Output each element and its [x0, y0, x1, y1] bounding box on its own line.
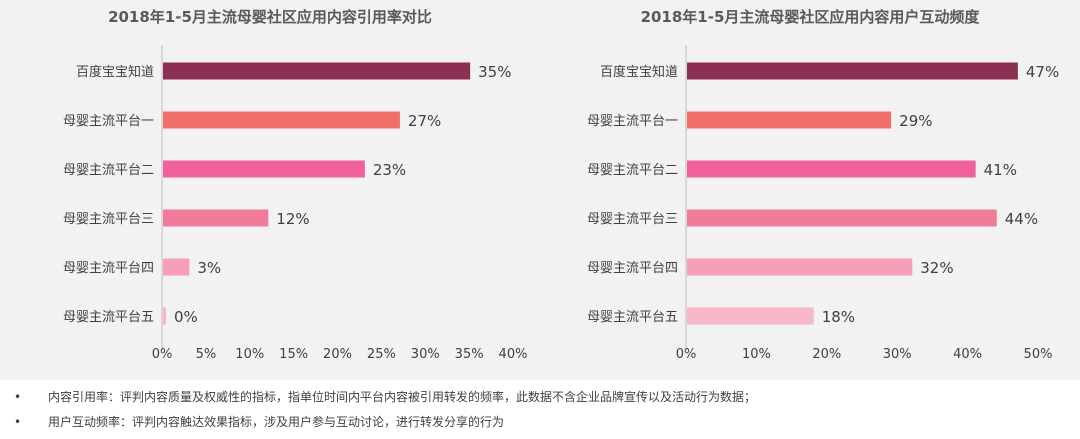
bar [163, 209, 269, 227]
footnote-item: • 内容引用率：评判内容质量及权威性的指标，指单位时间内平台内容被引用转发的频率，… [14, 388, 756, 405]
x-tick-label: 10% [235, 347, 264, 362]
data-label: 35% [478, 63, 511, 81]
data-label: 23% [373, 161, 406, 179]
chart-title: 2018年1-5月主流母婴社区应用内容用户互动频度 [640, 8, 980, 26]
category-label: 母婴主流平台一 [63, 114, 154, 129]
x-tick-label: 5% [196, 347, 217, 362]
footnote-item: • 用户互动频率：评判内容触达效果指标，涉及用户参与互动讨论，进行转发分享的行为 [14, 413, 504, 430]
data-label: 12% [276, 210, 309, 228]
category-label: 母婴主流平台三 [63, 212, 154, 227]
x-tick-label: 40% [499, 347, 528, 362]
category-label: 母婴主流平台三 [587, 212, 678, 227]
data-label: 29% [899, 112, 932, 130]
category-label: 百度宝宝知道 [76, 64, 154, 80]
category-label: 母婴主流平台二 [587, 163, 678, 178]
x-tick-label: 35% [455, 347, 484, 362]
x-tick-label: 10% [742, 347, 771, 362]
bar [687, 160, 976, 178]
chart-panel-interaction-frequency: 2018年1-5月主流母婴社区应用内容用户互动频度 百度宝宝知道 47% 母婴主流平… [540, 0, 1080, 380]
x-tick-label: 15% [279, 347, 308, 362]
bullet: • [14, 390, 22, 404]
bar [163, 258, 190, 276]
bullet: • [14, 415, 22, 429]
bar [687, 62, 1018, 80]
bar [687, 258, 913, 276]
x-tick-label: 50% [1024, 347, 1053, 362]
bar [163, 160, 365, 178]
chart-panel-citation-rate: 2018年1-5月主流母婴社区应用内容引用率对比 百度宝宝知道 35% 母婴主流平台… [0, 0, 540, 380]
category-label: 百度宝宝知道 [600, 64, 678, 80]
bar [687, 209, 997, 227]
bar [163, 62, 471, 80]
bar [687, 111, 892, 129]
category-label: 母婴主流平台五 [587, 310, 678, 325]
data-label: 18% [822, 308, 855, 326]
data-label: 3% [197, 259, 221, 277]
category-label: 母婴主流平台二 [63, 163, 154, 178]
x-tick-label: 30% [883, 347, 912, 362]
x-tick-label: 20% [812, 347, 841, 362]
category-label: 母婴主流平台一 [587, 114, 678, 129]
category-label: 母婴主流平台五 [63, 310, 154, 325]
data-label: 27% [408, 112, 441, 130]
data-label: 32% [920, 259, 953, 277]
footnote-text: 内容引用率：评判内容质量及权威性的指标，指单位时间内平台内容被引用转发的频率，此… [48, 390, 757, 404]
x-tick-label: 30% [411, 347, 440, 362]
x-tick-label: 40% [953, 347, 982, 362]
bar [163, 111, 400, 129]
data-label: 44% [1005, 210, 1038, 228]
bar [687, 307, 814, 325]
x-tick-label: 0% [676, 347, 697, 362]
data-label: 47% [1026, 63, 1059, 81]
x-tick-label: 0% [152, 347, 173, 362]
category-label: 母婴主流平台四 [63, 261, 154, 276]
bar-chart-citation-rate: 百度宝宝知道 35% 母婴主流平台一 27% 母婴主流平台二 23% 母婴主流平台三 12% 母… [63, 45, 528, 362]
data-label: 41% [984, 161, 1017, 179]
x-tick-label: 20% [323, 347, 352, 362]
data-label: 0% [174, 308, 198, 326]
bar [163, 307, 166, 325]
chart-title: 2018年1-5月主流母婴社区应用内容引用率对比 [108, 8, 432, 26]
x-tick-label: 25% [367, 347, 396, 362]
bar-chart-interaction-frequency: 百度宝宝知道 47% 母婴主流平台一 29% 母婴主流平台二 41% 母婴主流平台三 44% 母… [587, 45, 1059, 362]
footnote-text: 用户互动频率：评判内容触达效果指标，涉及用户参与互动讨论，进行转发分享的行为 [48, 415, 505, 429]
category-label: 母婴主流平台四 [587, 261, 678, 276]
